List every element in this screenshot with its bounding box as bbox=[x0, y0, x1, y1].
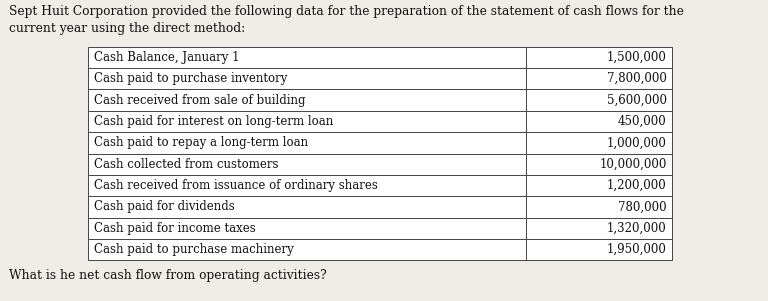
Text: 1,950,000: 1,950,000 bbox=[607, 243, 667, 256]
Text: 1,320,000: 1,320,000 bbox=[607, 222, 667, 235]
Text: 1,000,000: 1,000,000 bbox=[607, 136, 667, 149]
Text: Cash paid to purchase inventory: Cash paid to purchase inventory bbox=[94, 72, 287, 85]
Text: Cash received from sale of building: Cash received from sale of building bbox=[94, 94, 305, 107]
Text: Cash paid for interest on long-term loan: Cash paid for interest on long-term loan bbox=[94, 115, 333, 128]
Text: What is he net cash flow from operating activities?: What is he net cash flow from operating … bbox=[9, 269, 327, 282]
Text: 780,000: 780,000 bbox=[618, 200, 667, 213]
Text: Cash paid for income taxes: Cash paid for income taxes bbox=[94, 222, 256, 235]
Text: 5,600,000: 5,600,000 bbox=[607, 94, 667, 107]
Text: Cash received from issuance of ordinary shares: Cash received from issuance of ordinary … bbox=[94, 179, 378, 192]
Text: 1,200,000: 1,200,000 bbox=[607, 179, 667, 192]
Text: Cash paid to purchase machinery: Cash paid to purchase machinery bbox=[94, 243, 293, 256]
Text: Cash Balance, January 1: Cash Balance, January 1 bbox=[94, 51, 239, 64]
Text: 1,500,000: 1,500,000 bbox=[607, 51, 667, 64]
Text: Cash collected from customers: Cash collected from customers bbox=[94, 158, 278, 171]
Text: 450,000: 450,000 bbox=[618, 115, 667, 128]
Text: Sept Huit Corporation provided the following data for the preparation of the sta: Sept Huit Corporation provided the follo… bbox=[9, 5, 684, 35]
Bar bbox=[88, 47, 672, 260]
Text: 10,000,000: 10,000,000 bbox=[599, 158, 667, 171]
Text: Cash paid for dividends: Cash paid for dividends bbox=[94, 200, 234, 213]
Text: Cash paid to repay a long-term loan: Cash paid to repay a long-term loan bbox=[94, 136, 308, 149]
Text: 7,800,000: 7,800,000 bbox=[607, 72, 667, 85]
